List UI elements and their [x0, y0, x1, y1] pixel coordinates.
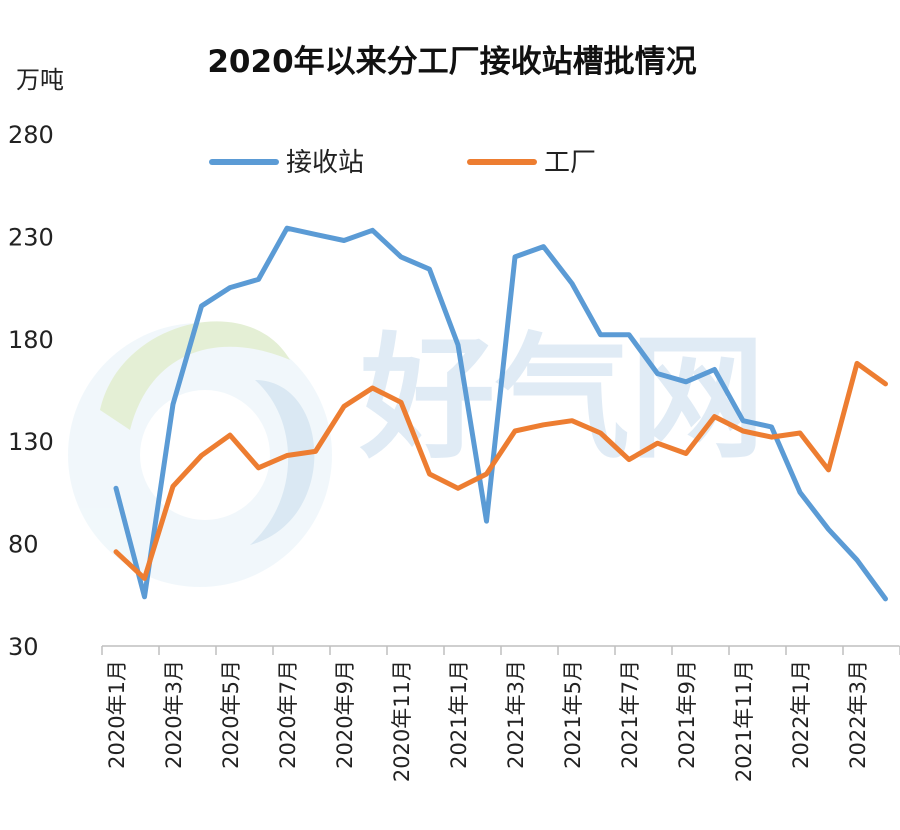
- series-line-gongchang: [113, 360, 888, 581]
- x-tick-label: 2022年3月: [846, 660, 870, 769]
- chart-title: 2020年以来分工厂接收站槽批情况: [207, 44, 696, 80]
- y-tick-label: 30: [8, 633, 39, 661]
- watermark-logo: 好气网: [68, 320, 765, 587]
- x-tick-label: 2020年5月: [219, 660, 243, 769]
- x-tick-label: 2020年9月: [333, 660, 357, 769]
- x-tick-label: 2021年3月: [504, 660, 528, 769]
- legend: 接收站 工厂: [209, 148, 596, 178]
- series-line-jieshouzhan: [113, 225, 888, 602]
- legend-label-gongchang: 工厂: [544, 148, 596, 178]
- x-tick-label: 2021年11月: [732, 660, 756, 782]
- y-tick-label: 130: [8, 428, 54, 456]
- y-tick-label: 230: [8, 223, 54, 251]
- x-tick-label: 2020年3月: [162, 660, 186, 769]
- series-lines: [113, 225, 888, 602]
- y-axis-unit-label: 万吨: [16, 66, 64, 94]
- y-tick-label: 180: [8, 326, 54, 354]
- watermark-leaf-shape: [100, 321, 290, 430]
- x-tick-label: 2021年1月: [447, 660, 471, 769]
- x-tick-label: 2022年1月: [789, 660, 813, 769]
- x-axis: 2020年1月 2020年3月 2020年5月 2020年7月 2020年9月 2020年…: [101, 645, 900, 782]
- x-tick-label: 2020年7月: [276, 660, 300, 769]
- y-tick-label: 280: [8, 121, 54, 149]
- y-tick-label: 80: [8, 531, 39, 559]
- x-tick-label: 2020年1月: [105, 660, 129, 769]
- watermark-text: 好气网: [359, 320, 765, 477]
- watermark-swoosh: [250, 380, 315, 545]
- x-tick-label: 2020年11月: [390, 660, 414, 782]
- x-tick-label: 2021年5月: [561, 660, 585, 769]
- x-tick-label: 2021年7月: [618, 660, 642, 769]
- legend-label-jieshouzhan: 接收站: [286, 148, 364, 178]
- x-tick-label: 2021年9月: [675, 660, 699, 769]
- y-axis: 280 230 180 130 80 30: [8, 121, 54, 661]
